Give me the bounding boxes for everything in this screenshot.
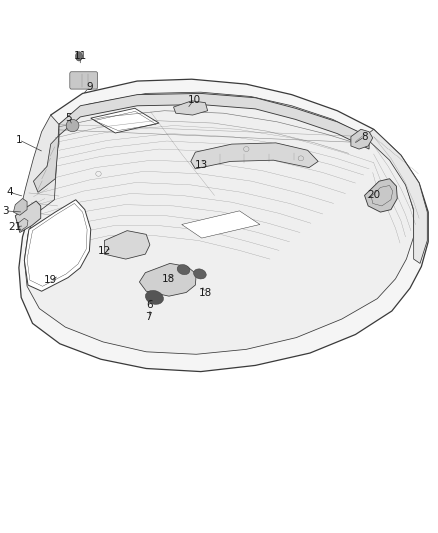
Text: 5: 5 xyxy=(66,113,72,123)
Text: 19: 19 xyxy=(44,275,57,285)
Ellipse shape xyxy=(75,52,82,61)
Text: 3: 3 xyxy=(2,206,9,216)
Polygon shape xyxy=(18,219,28,231)
Polygon shape xyxy=(59,93,369,149)
Text: 7: 7 xyxy=(145,312,152,322)
Polygon shape xyxy=(25,92,413,354)
Ellipse shape xyxy=(177,264,190,274)
Polygon shape xyxy=(139,263,196,296)
Polygon shape xyxy=(91,108,159,133)
Polygon shape xyxy=(33,135,59,192)
Text: 1: 1 xyxy=(16,135,22,145)
Text: 18: 18 xyxy=(199,288,212,298)
Polygon shape xyxy=(25,200,91,291)
FancyBboxPatch shape xyxy=(70,72,98,89)
Polygon shape xyxy=(191,143,318,169)
Text: 9: 9 xyxy=(86,82,93,92)
Ellipse shape xyxy=(66,119,79,132)
Text: 6: 6 xyxy=(147,300,153,310)
Polygon shape xyxy=(19,115,59,231)
Polygon shape xyxy=(173,101,208,115)
Polygon shape xyxy=(351,130,373,149)
Polygon shape xyxy=(15,201,41,232)
Text: 12: 12 xyxy=(98,246,111,256)
Text: 21: 21 xyxy=(9,222,22,232)
Polygon shape xyxy=(182,211,260,238)
Text: 20: 20 xyxy=(367,190,380,200)
Text: 13: 13 xyxy=(195,159,208,169)
Polygon shape xyxy=(14,198,27,215)
Text: 4: 4 xyxy=(7,187,13,197)
Text: 10: 10 xyxy=(187,94,201,104)
Polygon shape xyxy=(364,179,397,212)
Text: 8: 8 xyxy=(361,132,368,142)
Ellipse shape xyxy=(194,269,206,279)
Text: 11: 11 xyxy=(74,51,87,61)
Polygon shape xyxy=(104,231,150,259)
Text: 18: 18 xyxy=(162,274,175,284)
Polygon shape xyxy=(364,130,427,263)
Polygon shape xyxy=(19,79,428,372)
Ellipse shape xyxy=(145,290,163,304)
